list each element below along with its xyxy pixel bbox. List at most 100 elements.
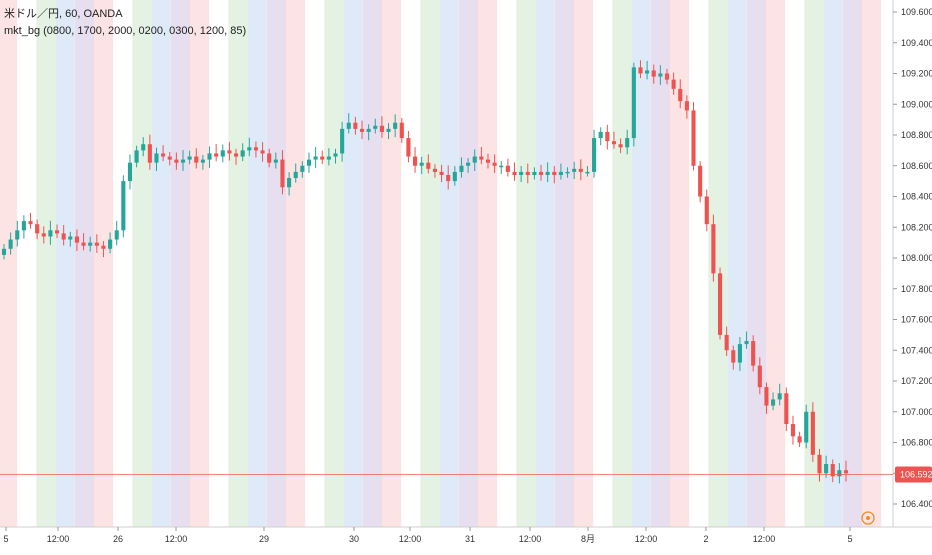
candle: [280, 159, 285, 188]
session-band: [574, 0, 594, 527]
candle: [353, 122, 358, 129]
candle: [472, 156, 477, 163]
session-band: [170, 0, 190, 527]
candle: [346, 122, 351, 129]
candle: [664, 73, 670, 80]
y-tick-label: 109.200: [901, 69, 932, 79]
session-band: [478, 0, 498, 527]
y-tick-label: 109.600: [901, 7, 932, 17]
candle: [121, 181, 126, 231]
candle: [74, 236, 79, 243]
y-tick-label: 108.400: [901, 192, 932, 202]
candle: [313, 156, 318, 160]
session-band: [0, 0, 18, 527]
candle: [81, 242, 86, 246]
candle: [326, 156, 331, 160]
candle: [843, 470, 849, 474]
candle: [545, 171, 550, 175]
candle: [48, 230, 53, 237]
candle: [658, 73, 663, 77]
target-icon[interactable]: [861, 511, 875, 525]
candle: [691, 110, 696, 166]
candle: [439, 171, 444, 175]
candle: [419, 162, 424, 166]
session-band: [842, 0, 862, 527]
candle: [306, 159, 312, 166]
candle: [127, 162, 133, 182]
candle: [817, 454, 822, 474]
session-band: [420, 0, 440, 527]
candle: [625, 138, 630, 148]
candle: [731, 350, 736, 363]
candle: [572, 168, 577, 172]
x-tick-label: 31: [465, 534, 475, 544]
candle: [558, 171, 563, 175]
candle: [452, 171, 457, 182]
candle: [684, 101, 689, 111]
candle: [293, 171, 298, 179]
y-tick-label: 107.200: [901, 376, 932, 386]
session-band: [266, 0, 286, 527]
candle: [525, 171, 530, 175]
session-band: [727, 0, 747, 527]
session-band: [247, 0, 267, 527]
candle: [592, 138, 597, 172]
candle: [485, 159, 491, 163]
candle: [167, 156, 172, 160]
candle: [492, 162, 497, 166]
candle: [837, 470, 842, 477]
x-tick-label: 2: [703, 534, 708, 544]
candle: [578, 168, 583, 172]
candle: [737, 344, 742, 363]
session-band: [631, 0, 651, 527]
candle: [147, 144, 152, 163]
candle: [28, 221, 33, 225]
candle: [790, 424, 796, 437]
candle: [15, 230, 20, 240]
candle: [227, 150, 232, 154]
candle: [161, 153, 166, 157]
candle: [585, 171, 590, 174]
candle: [631, 67, 636, 139]
candle: [784, 393, 789, 425]
x-tick-label: 12:00: [753, 534, 776, 544]
candle: [797, 436, 802, 443]
session-band: [362, 0, 382, 527]
x-tick-label: 12:00: [165, 534, 188, 544]
x-tick-label: 8月: [581, 534, 595, 544]
session-band: [286, 0, 306, 527]
candle: [565, 171, 570, 174]
candle: [240, 150, 245, 157]
candle: [373, 125, 378, 129]
time-axis: [0, 527, 932, 550]
candle: [499, 165, 504, 168]
last-price-label: 106.592: [900, 469, 932, 479]
session-band: [74, 0, 94, 527]
candle: [764, 387, 769, 406]
session-band: [746, 0, 766, 527]
candle: [320, 156, 325, 160]
candle: [207, 153, 212, 160]
session-band: [228, 0, 248, 527]
session-band: [324, 0, 344, 527]
candle: [214, 153, 219, 157]
session-band: [55, 0, 75, 527]
session-band: [132, 0, 152, 527]
x-tick-label: 5: [3, 534, 8, 544]
candle: [253, 147, 258, 151]
candle: [114, 230, 119, 240]
candle: [141, 144, 146, 151]
candle: [134, 150, 139, 163]
candle: [446, 174, 451, 182]
candle: [704, 196, 709, 225]
candle: [273, 159, 278, 163]
candle: [1, 248, 7, 255]
x-tick-label: 12:00: [399, 534, 422, 544]
y-tick-label: 107.000: [901, 407, 932, 417]
candle: [333, 153, 338, 157]
candle: [393, 122, 398, 129]
candle: [174, 159, 179, 163]
candle: [267, 153, 272, 163]
